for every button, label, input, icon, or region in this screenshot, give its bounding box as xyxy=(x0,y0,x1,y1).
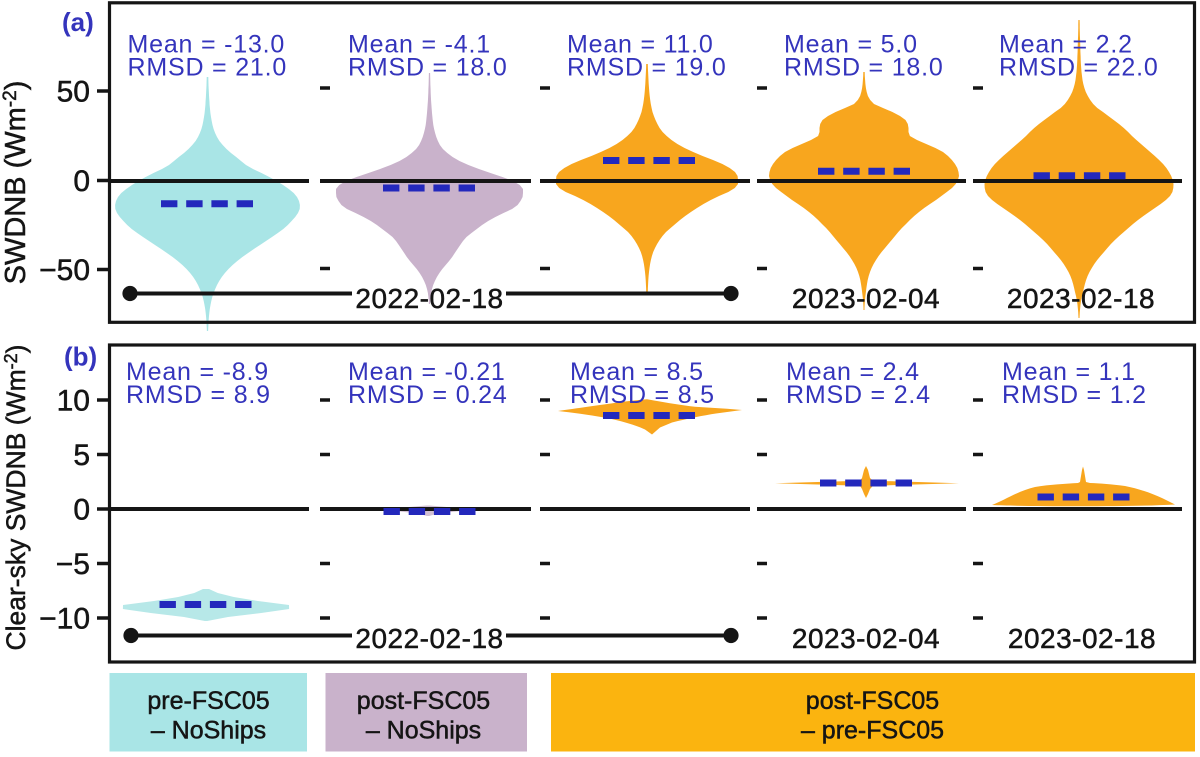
svg-text:Mean = -0.21: Mean = -0.21 xyxy=(348,358,506,386)
svg-text:RMSD = 1.2: RMSD = 1.2 xyxy=(1002,381,1147,409)
svg-text:(a): (a) xyxy=(62,7,94,37)
svg-text:Mean = -4.1: Mean = -4.1 xyxy=(348,31,491,59)
svg-text:RMSD = 8.9: RMSD = 8.9 xyxy=(126,381,271,409)
svg-text:0: 0 xyxy=(73,165,90,198)
svg-text:– NoShips: – NoShips xyxy=(151,717,266,745)
svg-text:Mean = 2.2: Mean = 2.2 xyxy=(999,31,1133,59)
svg-text:Mean = -8.9: Mean = -8.9 xyxy=(126,358,269,386)
svg-text:−5: −5 xyxy=(56,548,90,581)
svg-text:RMSD = 18.0: RMSD = 18.0 xyxy=(784,54,944,82)
svg-text:post-FSC05: post-FSC05 xyxy=(357,687,490,715)
svg-text:(b): (b) xyxy=(64,342,97,372)
svg-text:RMSD = 0.24: RMSD = 0.24 xyxy=(348,381,508,409)
svg-text:Mean = 1.1: Mean = 1.1 xyxy=(1002,358,1136,386)
svg-text:Mean = -13.0: Mean = -13.0 xyxy=(128,31,286,59)
svg-text:Mean = 2.4: Mean = 2.4 xyxy=(786,358,920,386)
svg-text:post-FSC05: post-FSC05 xyxy=(806,687,939,715)
svg-text:RMSD = 21.0: RMSD = 21.0 xyxy=(128,54,288,82)
svg-text:50: 50 xyxy=(57,76,90,109)
svg-text:Mean = 5.0: Mean = 5.0 xyxy=(784,31,918,59)
svg-text:Mean = 11.0: Mean = 11.0 xyxy=(567,31,714,59)
svg-text:RMSD = 2.4: RMSD = 2.4 xyxy=(786,381,931,409)
svg-text:RMSD = 18.0: RMSD = 18.0 xyxy=(348,54,508,82)
svg-text:0: 0 xyxy=(73,494,90,527)
svg-text:pre-FSC05: pre-FSC05 xyxy=(147,687,269,715)
svg-text:– pre-FSC05: – pre-FSC05 xyxy=(801,717,944,745)
svg-text:SWDNB (Wm-2): SWDNB (Wm-2) xyxy=(0,81,32,285)
svg-text:RMSD = 8.5: RMSD = 8.5 xyxy=(570,381,715,409)
svg-text:2022-02-18: 2022-02-18 xyxy=(355,283,503,314)
svg-text:Mean = 8.5: Mean = 8.5 xyxy=(570,358,704,386)
svg-text:Clear-sky SWDNB (Wm-2): Clear-sky SWDNB (Wm-2) xyxy=(1,344,31,650)
svg-text:−50: −50 xyxy=(39,254,90,287)
svg-text:2023-02-04: 2023-02-04 xyxy=(792,623,940,654)
svg-text:RMSD = 19.0: RMSD = 19.0 xyxy=(567,54,727,82)
svg-text:– NoShips: – NoShips xyxy=(366,717,481,745)
svg-text:5: 5 xyxy=(73,439,90,472)
svg-text:2023-02-18: 2023-02-18 xyxy=(1008,623,1156,654)
svg-text:2022-02-18: 2022-02-18 xyxy=(355,623,503,654)
svg-text:2023-02-18: 2023-02-18 xyxy=(1007,283,1155,314)
svg-text:−10: −10 xyxy=(39,603,90,636)
svg-text:10: 10 xyxy=(57,385,90,418)
svg-text:2023-02-04: 2023-02-04 xyxy=(792,283,940,314)
svg-text:RMSD = 22.0: RMSD = 22.0 xyxy=(999,54,1159,82)
